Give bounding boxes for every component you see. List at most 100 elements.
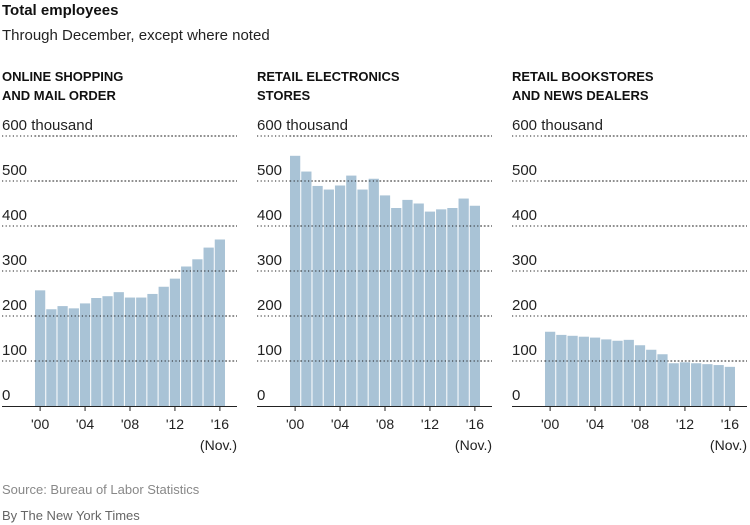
bar — [646, 349, 657, 406]
period-note: (Nov.) — [455, 437, 492, 453]
y-tick-label: 400 — [257, 207, 282, 224]
panel-title-line: ONLINE SHOPPING — [2, 69, 123, 84]
y-tick-label: 600 thousand — [512, 117, 603, 134]
x-tick-label: '08 — [631, 416, 649, 432]
x-tick-label: '12 — [676, 416, 694, 432]
x-tick-label: '00 — [286, 416, 304, 432]
bar — [147, 293, 158, 406]
y-tick-label: 300 — [512, 252, 537, 269]
panel-title-line: RETAIL ELECTRONICS — [257, 69, 400, 84]
y-tick-label: 0 — [257, 387, 265, 404]
bar — [136, 297, 147, 406]
x-tick-label: '04 — [586, 416, 604, 432]
panel-title-line: STORES — [257, 88, 311, 103]
bar-series — [290, 155, 480, 406]
bar — [447, 208, 458, 406]
bar — [589, 337, 601, 406]
bar — [424, 211, 436, 406]
bar — [545, 331, 556, 406]
y-tick-label: 300 — [257, 252, 282, 269]
bar — [402, 199, 413, 406]
x-tick-label: '12 — [166, 416, 184, 432]
bar — [68, 308, 79, 406]
bar — [436, 209, 447, 406]
chart-title: Total employees — [2, 2, 119, 19]
y-tick-label: 600 thousand — [2, 117, 93, 134]
bar — [113, 292, 124, 406]
bar — [556, 334, 567, 406]
bar — [214, 239, 225, 406]
bar — [57, 306, 68, 406]
bar — [323, 189, 334, 406]
y-tick-label: 100 — [2, 342, 27, 359]
bar — [702, 364, 713, 406]
bar — [368, 178, 379, 406]
bar — [657, 354, 668, 406]
bar — [379, 195, 391, 406]
y-tick-label: 400 — [512, 207, 537, 224]
panel-3: RETAIL BOOKSTORES AND NEWS DEALERS 0 100 200… — [512, 69, 747, 453]
bar — [612, 340, 623, 406]
bar — [679, 362, 691, 406]
x-tick-label: '12 — [421, 416, 439, 432]
x-tick-label: '00 — [541, 416, 559, 432]
bar — [724, 366, 735, 406]
bar — [668, 363, 679, 406]
bar — [691, 363, 702, 406]
x-tick-label: '16 — [211, 416, 229, 432]
bar — [192, 259, 203, 406]
y-tick-label: 200 — [257, 297, 282, 314]
y-tick-label: 0 — [512, 387, 520, 404]
source-note: Source: Bureau of Labor Statistics — [2, 482, 200, 497]
panel-title-line: AND NEWS DEALERS — [512, 88, 649, 103]
bar — [158, 286, 169, 406]
x-tick-label: '08 — [121, 416, 139, 432]
bar — [46, 309, 57, 406]
bar — [169, 278, 181, 406]
bar — [334, 185, 346, 406]
bar — [79, 303, 91, 406]
bar — [290, 155, 301, 406]
panel-title-line: AND MAIL ORDER — [2, 88, 116, 103]
bar — [181, 266, 192, 406]
panel-2: RETAIL ELECTRONICS STORES 0 100 200 300 400 500… — [257, 69, 492, 453]
x-tick-label: '04 — [331, 416, 349, 432]
chart-subtitle: Through December, except where noted — [2, 27, 270, 44]
y-tick-label: 600 thousand — [257, 117, 348, 134]
y-tick-label: 300 — [2, 252, 27, 269]
bar — [312, 185, 323, 406]
y-tick-label: 400 — [2, 207, 27, 224]
x-tick-label: '00 — [31, 416, 49, 432]
y-tick-label: 500 — [2, 162, 27, 179]
bar — [391, 208, 402, 406]
x-tick-label: '16 — [466, 416, 484, 432]
bar — [346, 175, 357, 406]
period-note: (Nov.) — [200, 437, 237, 453]
bar-series — [545, 331, 735, 406]
bar — [102, 296, 113, 406]
x-tick-label: '08 — [376, 416, 394, 432]
y-tick-label: 500 — [257, 162, 282, 179]
panel-1: ONLINE SHOPPING AND MAIL ORDER 0 100 200 300 4… — [2, 69, 237, 453]
bar — [634, 345, 646, 406]
panel-title-line: RETAIL BOOKSTORES — [512, 69, 654, 84]
bar — [35, 290, 46, 406]
y-tick-label: 0 — [2, 387, 10, 404]
bar-series — [35, 239, 225, 406]
bar — [567, 335, 578, 406]
bar — [713, 365, 724, 406]
x-tick-label: '04 — [76, 416, 94, 432]
bar — [413, 203, 424, 406]
bar — [601, 339, 612, 406]
bar — [578, 336, 589, 406]
credit-line: By The New York Times — [2, 508, 140, 523]
period-note: (Nov.) — [710, 437, 747, 453]
y-tick-label: 200 — [2, 297, 27, 314]
y-tick-label: 100 — [257, 342, 282, 359]
y-tick-label: 500 — [512, 162, 537, 179]
bar — [623, 339, 634, 406]
y-tick-label: 100 — [512, 342, 537, 359]
bar — [124, 297, 136, 406]
x-tick-label: '16 — [721, 416, 739, 432]
